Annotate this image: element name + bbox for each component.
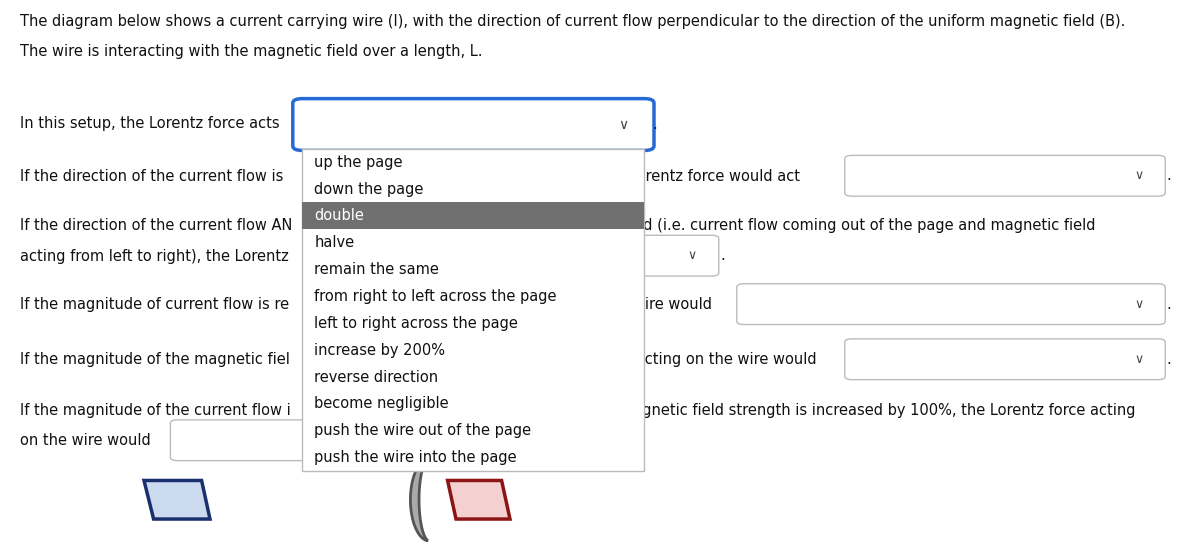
Text: If the magnitude of current flow is re: If the magnitude of current flow is re (20, 297, 289, 312)
FancyBboxPatch shape (845, 155, 1165, 196)
Text: .: . (1166, 352, 1171, 367)
Text: ∨: ∨ (376, 434, 385, 447)
Text: .: . (408, 433, 413, 448)
Text: In this setup, the Lorentz force acts: In this setup, the Lorentz force acts (20, 116, 280, 132)
FancyBboxPatch shape (737, 284, 1165, 325)
Text: ng on the wire would: ng on the wire would (558, 297, 712, 312)
Text: .: . (653, 117, 658, 132)
Text: down the page: down the page (314, 182, 424, 197)
Text: If the magnitude of the magnetic fiel: If the magnitude of the magnetic fiel (20, 352, 290, 368)
Text: The diagram below shows a current carrying wire (I), with the direction of curre: The diagram below shows a current carryi… (20, 14, 1126, 29)
Text: remain the same: remain the same (314, 262, 439, 277)
Text: ∨: ∨ (618, 117, 628, 132)
Polygon shape (144, 480, 210, 519)
Text: ∨: ∨ (1134, 169, 1144, 182)
Text: reverse direction: reverse direction (314, 370, 438, 385)
Text: If the magnitude of the current flow i: If the magnitude of the current flow i (20, 403, 292, 418)
Polygon shape (448, 480, 510, 519)
Text: become negligible: become negligible (314, 397, 449, 412)
Text: left to right across the page: left to right across the page (314, 316, 518, 331)
Text: If the direction of the current flow is: If the direction of the current flow is (20, 169, 283, 184)
Text: vas reversed (i.e. current flow coming out of the page and magnetic field: vas reversed (i.e. current flow coming o… (558, 218, 1096, 234)
FancyBboxPatch shape (302, 149, 644, 471)
Text: age), the Lorentz force would act: age), the Lorentz force would act (558, 169, 800, 184)
Text: up the page: up the page (314, 155, 403, 170)
Text: The wire is interacting with the magnetic field over a length, L.: The wire is interacting with the magneti… (20, 44, 482, 59)
Text: .: . (1166, 296, 1171, 312)
Polygon shape (410, 459, 428, 541)
Text: from right to left across the page: from right to left across the page (314, 289, 557, 304)
FancyBboxPatch shape (551, 235, 719, 276)
Text: push the wire out of the page: push the wire out of the page (314, 423, 532, 438)
Text: ∨: ∨ (688, 249, 697, 262)
Text: increase by 200%: increase by 200% (314, 343, 445, 358)
FancyBboxPatch shape (293, 99, 654, 150)
Text: on the wire would: on the wire would (20, 433, 151, 449)
Text: If the direction of the current flow AN: If the direction of the current flow AN (20, 218, 293, 234)
Text: entz force acting on the wire would: entz force acting on the wire would (558, 352, 817, 368)
Text: acting from left to right), the Lorentz: acting from left to right), the Lorentz (20, 249, 289, 264)
Text: double: double (314, 208, 365, 223)
Text: ∨: ∨ (1134, 353, 1144, 366)
Text: push the wire into the page: push the wire into the page (314, 450, 517, 465)
FancyBboxPatch shape (845, 339, 1165, 380)
Text: .: . (1166, 168, 1171, 183)
FancyBboxPatch shape (170, 420, 407, 461)
Text: ∨: ∨ (1134, 298, 1144, 311)
Text: halve: halve (314, 235, 354, 250)
FancyBboxPatch shape (302, 203, 644, 229)
Text: e of the magnetic field strength is increased by 100%, the Lorentz force acting: e of the magnetic field strength is incr… (558, 403, 1135, 418)
Text: .: . (720, 248, 725, 263)
